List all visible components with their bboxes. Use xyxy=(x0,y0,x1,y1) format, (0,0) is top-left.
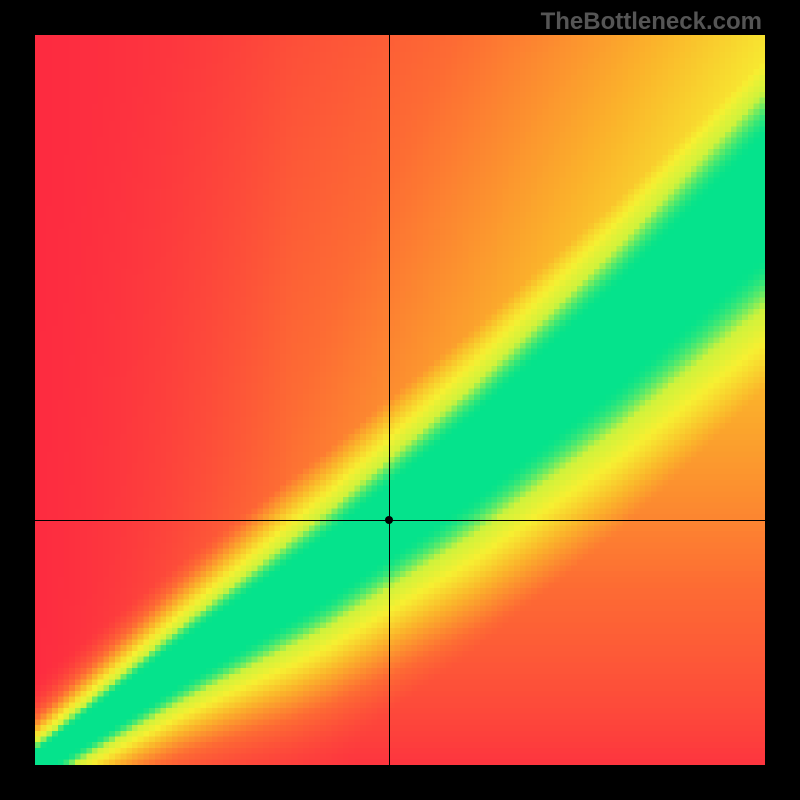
crosshair-vertical xyxy=(389,35,390,765)
crosshair-marker xyxy=(385,516,393,524)
heatmap-canvas xyxy=(35,35,765,765)
crosshair-horizontal xyxy=(35,520,765,521)
watermark-text: TheBottleneck.com xyxy=(541,8,762,36)
chart-container: TheBottleneck.com xyxy=(0,0,800,800)
plot-area xyxy=(35,35,765,765)
